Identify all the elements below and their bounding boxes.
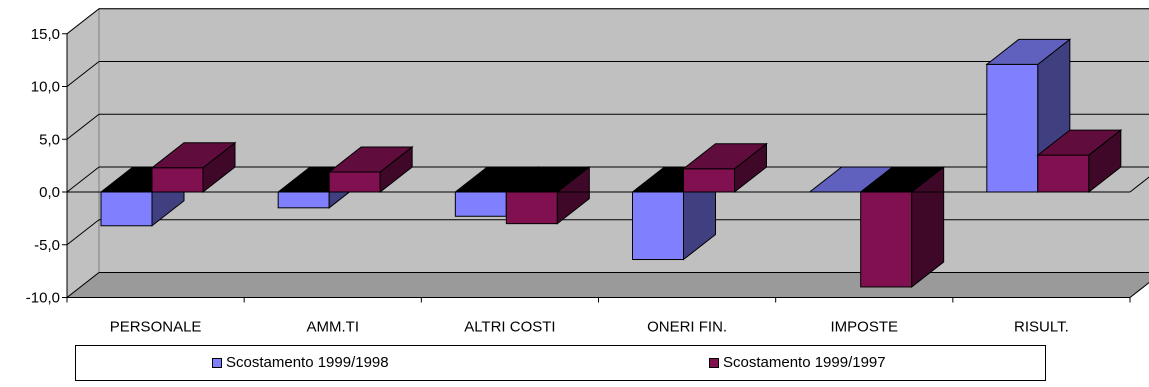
x-tick-label: IMPOSTE — [830, 319, 898, 336]
y-tick-label: 15,0 — [31, 26, 60, 43]
gridline-side — [66, 219, 100, 246]
x-tick-label: ONERI FIN. — [647, 319, 727, 336]
y-tick-label: -5,0 — [34, 237, 60, 254]
bar-front-face — [505, 191, 558, 225]
bar-altri-costi-series-2 — [504, 165, 591, 225]
gridline-side — [66, 272, 100, 298]
bar-front-face — [100, 191, 153, 227]
gridlines — [66, 8, 1149, 298]
axes — [62, 33, 1149, 303]
bar-personale-series-2 — [150, 141, 237, 194]
bar-amm-ti-series-2 — [327, 145, 414, 194]
x-axis-depth — [1129, 282, 1149, 298]
floor — [65, 272, 1149, 298]
legend-label-series-2: Scostamento 1999/1997 — [723, 354, 886, 371]
legend: Scostamento 1999/1998 Scostamento 1999/1… — [75, 345, 1046, 381]
x-tick-label: PERSONALE — [110, 319, 202, 336]
x-tick-label: ALTRI COSTI — [464, 319, 555, 336]
bar-front-face — [277, 191, 330, 209]
bar-front-face — [683, 168, 735, 193]
x-tick-label: AMM.TI — [307, 319, 360, 336]
bar-top-face — [1036, 129, 1123, 156]
legend-swatch-series-2 — [709, 357, 719, 368]
legend-item-series-1: Scostamento 1999/1998 — [212, 354, 389, 371]
bar-front-face — [328, 171, 381, 193]
legend-label-series-1: Scostamento 1999/1998 — [226, 354, 389, 371]
bar-chart-3d: 15,0 10,0 5,0 0,0 -5,0 -10,0 PERSONALE AMM.TI AL… — [26, 7, 1149, 336]
bar-front-face — [151, 167, 204, 193]
bar-top-face — [985, 38, 1072, 65]
gridline-side — [66, 113, 100, 140]
side-wall — [66, 7, 100, 299]
gridline-side — [66, 166, 100, 193]
bar-top-face — [327, 146, 414, 173]
y-tick-label: 0,0 — [39, 184, 60, 201]
bar-top-face — [682, 143, 768, 170]
bar-imposte-series-2 — [859, 165, 946, 288]
axis-labels: 15,0 10,0 5,0 0,0 -5,0 -10,0 PERSONALE AMM.TI AL… — [26, 26, 1069, 336]
bar-top-face — [150, 142, 237, 169]
bar-front-face — [1037, 154, 1090, 193]
bar-front-face — [860, 191, 913, 288]
bar-front-face — [986, 63, 1039, 193]
gridline-side — [66, 61, 100, 87]
bar-front-face — [632, 191, 684, 261]
x-tick-label: RISULT. — [1014, 319, 1069, 336]
y-tick-label: 5,0 — [39, 131, 60, 148]
bar-front-face — [454, 191, 507, 217]
bar-oneri-fin--series-2 — [682, 142, 768, 194]
legend-item-series-2: Scostamento 1999/1997 — [709, 354, 886, 371]
y-tick-label: -10,0 — [26, 290, 60, 307]
zero-line-side — [1129, 176, 1149, 193]
legend-swatch-series-1 — [212, 357, 222, 368]
bar-risult--series-2 — [1036, 129, 1123, 194]
y-tick-label: 10,0 — [31, 79, 60, 96]
bars — [99, 38, 1123, 288]
gridline-side — [66, 8, 100, 35]
